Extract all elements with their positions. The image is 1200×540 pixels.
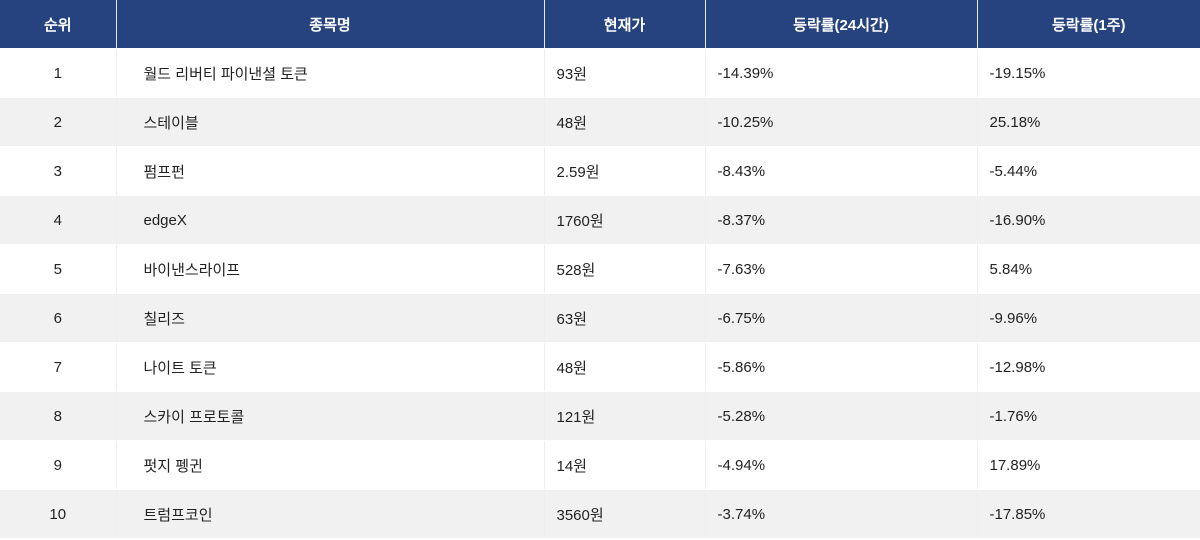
change-1w-cell: -19.15%	[977, 48, 1200, 98]
change-1w-cell: 17.89%	[977, 440, 1200, 490]
change-1w-cell: 5.84%	[977, 244, 1200, 294]
table-row[interactable]: 10 트럼프코인 3560원 -3.74% -17.85%	[0, 489, 1200, 539]
change-1w-cell: -9.96%	[977, 293, 1200, 343]
change-24h-cell: -7.63%	[705, 244, 978, 294]
change-24h-cell: -8.43%	[705, 146, 978, 196]
change-1w-cell: 25.18%	[977, 97, 1200, 147]
name-cell[interactable]: 펌프펀	[116, 146, 545, 196]
price-cell: 93원	[544, 48, 706, 98]
change-24h-cell: -6.75%	[705, 293, 978, 343]
name-cell[interactable]: 스테이블	[116, 97, 545, 147]
change-1w-cell: -1.76%	[977, 391, 1200, 441]
header-price[interactable]: 현재가	[544, 0, 706, 49]
rank-cell: 9	[0, 440, 117, 490]
change-24h-cell: -3.74%	[705, 489, 978, 539]
name-cell[interactable]: 트럼프코인	[116, 489, 545, 539]
table-row[interactable]: 2 스테이블 48원 -10.25% 25.18%	[0, 97, 1200, 147]
header-row: 순위 종목명 현재가 등락률(24시간) 등락률(1주)	[0, 0, 1200, 49]
name-cell[interactable]: 월드 리버티 파이낸셜 토큰	[116, 48, 545, 98]
name-cell[interactable]: 바이낸스라이프	[116, 244, 545, 294]
name-cell[interactable]: 나이트 토큰	[116, 342, 545, 392]
header-name[interactable]: 종목명	[116, 0, 545, 49]
price-cell: 2.59원	[544, 146, 706, 196]
header-rank[interactable]: 순위	[0, 0, 117, 49]
name-cell[interactable]: 칠리즈	[116, 293, 545, 343]
price-cell: 14원	[544, 440, 706, 490]
rank-cell: 8	[0, 391, 117, 441]
rank-cell: 3	[0, 146, 117, 196]
price-cell: 1760원	[544, 195, 706, 245]
rank-cell: 10	[0, 489, 117, 539]
table-header: 순위 종목명 현재가 등락률(24시간) 등락률(1주)	[0, 0, 1200, 49]
change-1w-cell: -5.44%	[977, 146, 1200, 196]
name-cell[interactable]: 스카이 프로토콜	[116, 391, 545, 441]
change-1w-cell: -16.90%	[977, 195, 1200, 245]
rank-cell: 2	[0, 97, 117, 147]
price-cell: 48원	[544, 342, 706, 392]
change-24h-cell: -8.37%	[705, 195, 978, 245]
rank-cell: 1	[0, 48, 117, 98]
table-row[interactable]: 9 펏지 펭귄 14원 -4.94% 17.89%	[0, 440, 1200, 490]
change-24h-cell: -14.39%	[705, 48, 978, 98]
name-cell[interactable]: 펏지 펭귄	[116, 440, 545, 490]
change-24h-cell: -5.28%	[705, 391, 978, 441]
table-row[interactable]: 3 펌프펀 2.59원 -8.43% -5.44%	[0, 146, 1200, 196]
change-24h-cell: -5.86%	[705, 342, 978, 392]
price-cell: 528원	[544, 244, 706, 294]
change-24h-cell: -10.25%	[705, 97, 978, 147]
table-row[interactable]: 5 바이낸스라이프 528원 -7.63% 5.84%	[0, 244, 1200, 294]
table-row[interactable]: 7 나이트 토큰 48원 -5.86% -12.98%	[0, 342, 1200, 392]
change-24h-cell: -4.94%	[705, 440, 978, 490]
header-change-1w[interactable]: 등락률(1주)	[977, 0, 1200, 49]
table-body: 1 월드 리버티 파이낸셜 토큰 93원 -14.39% -19.15% 2 스…	[0, 48, 1200, 539]
rank-cell: 6	[0, 293, 117, 343]
table-row[interactable]: 6 칠리즈 63원 -6.75% -9.96%	[0, 293, 1200, 343]
rank-cell: 7	[0, 342, 117, 392]
table-row[interactable]: 8 스카이 프로토콜 121원 -5.28% -1.76%	[0, 391, 1200, 441]
change-1w-cell: -17.85%	[977, 489, 1200, 539]
rank-cell: 4	[0, 195, 117, 245]
table-row[interactable]: 1 월드 리버티 파이낸셜 토큰 93원 -14.39% -19.15%	[0, 48, 1200, 98]
price-cell: 3560원	[544, 489, 706, 539]
rank-cell: 5	[0, 244, 117, 294]
price-cell: 121원	[544, 391, 706, 441]
header-change-24h[interactable]: 등락률(24시간)	[705, 0, 978, 49]
price-cell: 48원	[544, 97, 706, 147]
change-1w-cell: -12.98%	[977, 342, 1200, 392]
table-row[interactable]: 4 edgeX 1760원 -8.37% -16.90%	[0, 195, 1200, 245]
name-cell[interactable]: edgeX	[116, 195, 545, 245]
price-cell: 63원	[544, 293, 706, 343]
